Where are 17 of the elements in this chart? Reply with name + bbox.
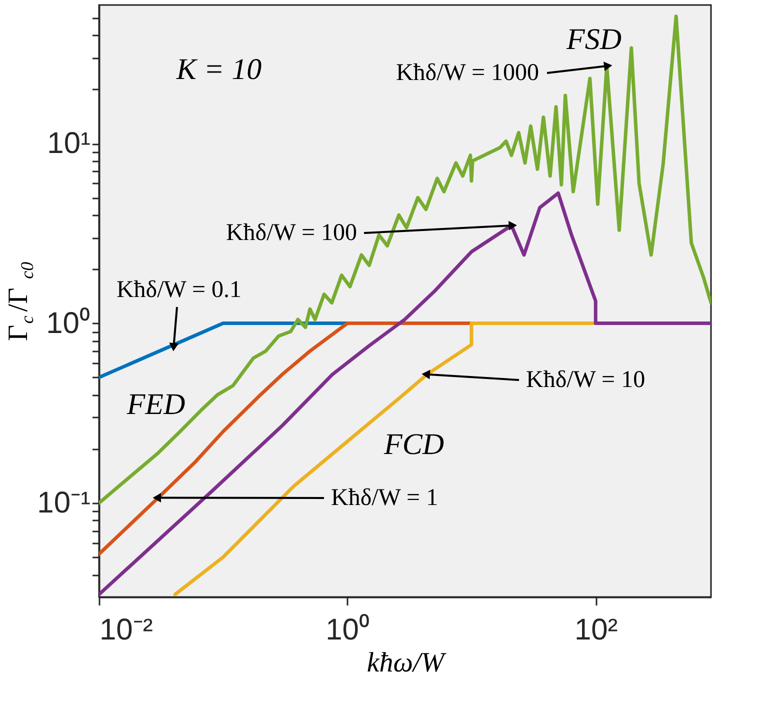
annotation: Kħδ/W = 100 bbox=[226, 220, 357, 246]
annotation: FCD bbox=[383, 428, 444, 461]
annotation: Kħδ/W = 1 bbox=[331, 485, 438, 511]
x-axis-title: kħω/W bbox=[366, 648, 447, 678]
x-tick-label: 10² bbox=[574, 614, 618, 646]
y-tick-label: 10⁻¹ bbox=[37, 486, 91, 520]
annotation: FED bbox=[126, 388, 186, 421]
annotation: K = 10 bbox=[175, 53, 262, 86]
x-tick-label: 10⁰ bbox=[326, 614, 370, 646]
y-tick-label: 10⁰ bbox=[46, 306, 90, 340]
annotation: FSD bbox=[566, 23, 622, 56]
annotation: Kħδ/W = 1000 bbox=[396, 60, 539, 86]
x-tick-label: 10⁻² bbox=[100, 614, 153, 646]
annotation: Kħδ/W = 0.1 bbox=[116, 277, 242, 303]
y-tick-label: 10¹ bbox=[47, 127, 91, 160]
y-axis-title: Γc/Γc0 bbox=[3, 262, 37, 341]
annotation: Kħδ/W = 10 bbox=[526, 367, 646, 393]
